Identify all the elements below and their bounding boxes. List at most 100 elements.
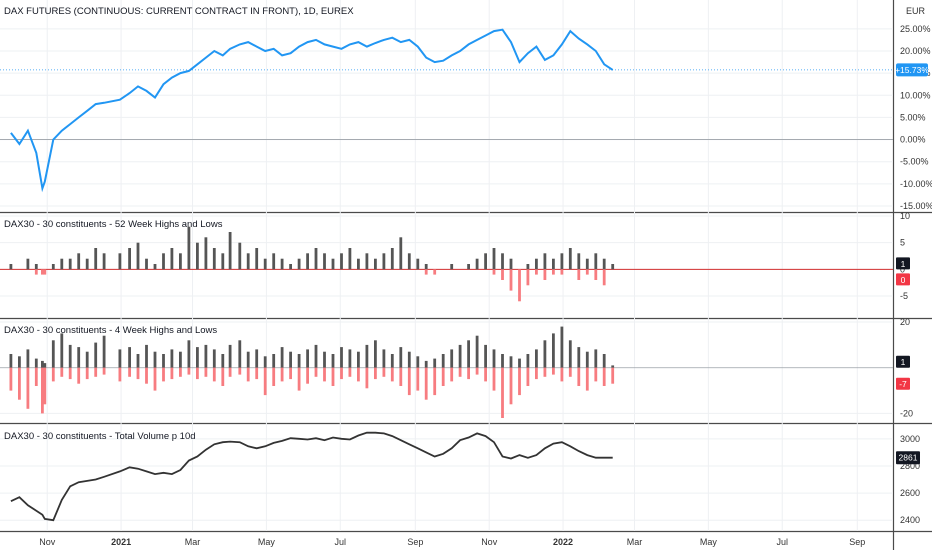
high-bar[interactable] bbox=[535, 349, 538, 368]
low-bar[interactable] bbox=[594, 269, 598, 280]
high-bar[interactable] bbox=[365, 344, 369, 368]
high-bar[interactable] bbox=[518, 358, 521, 368]
low-bar[interactable] bbox=[526, 367, 530, 386]
high-bar[interactable] bbox=[118, 349, 122, 368]
high-bar[interactable] bbox=[43, 363, 47, 368]
high-bar[interactable] bbox=[85, 258, 89, 270]
high-bar[interactable] bbox=[118, 253, 122, 270]
low-bar[interactable] bbox=[577, 269, 581, 280]
high-bar[interactable] bbox=[552, 333, 555, 368]
high-bar[interactable] bbox=[228, 232, 232, 270]
high-bar[interactable] bbox=[204, 237, 208, 270]
low-bar[interactable] bbox=[289, 367, 292, 380]
high-bar[interactable] bbox=[212, 248, 216, 270]
high-bar[interactable] bbox=[289, 351, 292, 368]
high-bar[interactable] bbox=[526, 354, 530, 368]
low-bar[interactable] bbox=[238, 367, 242, 375]
low-bar[interactable] bbox=[357, 367, 360, 382]
high-bar[interactable] bbox=[306, 349, 309, 368]
currency-label[interactable]: EUR bbox=[906, 6, 926, 16]
high-bar[interactable] bbox=[196, 242, 199, 270]
high-bar[interactable] bbox=[331, 258, 335, 270]
high-bar[interactable] bbox=[228, 344, 232, 368]
low-bar[interactable] bbox=[535, 269, 538, 275]
low-bar[interactable] bbox=[263, 367, 267, 396]
low-bar[interactable] bbox=[18, 367, 21, 400]
high-bar[interactable] bbox=[179, 253, 182, 270]
high-bar[interactable] bbox=[441, 354, 445, 368]
low-bar[interactable] bbox=[179, 367, 182, 377]
high-bar[interactable] bbox=[560, 326, 564, 368]
high-bar[interactable] bbox=[585, 258, 589, 270]
low-bar[interactable] bbox=[41, 367, 44, 414]
high-bar[interactable] bbox=[450, 349, 454, 368]
high-bar[interactable] bbox=[611, 365, 615, 368]
high-bar[interactable] bbox=[602, 258, 606, 270]
high-bar[interactable] bbox=[501, 354, 504, 368]
high-bar[interactable] bbox=[280, 347, 284, 368]
high-bar[interactable] bbox=[263, 356, 267, 368]
high-bar[interactable] bbox=[543, 253, 547, 270]
high-bar[interactable] bbox=[535, 258, 538, 270]
low-bar[interactable] bbox=[221, 367, 225, 386]
low-bar[interactable] bbox=[26, 367, 30, 409]
high-bar[interactable] bbox=[280, 258, 284, 270]
low-bar[interactable] bbox=[585, 367, 589, 391]
high-bar[interactable] bbox=[458, 344, 462, 368]
low-bar[interactable] bbox=[450, 367, 454, 382]
high-bar[interactable] bbox=[543, 340, 547, 368]
low-bar[interactable] bbox=[43, 367, 47, 405]
high-bar[interactable] bbox=[196, 347, 199, 368]
low-bar[interactable] bbox=[433, 269, 437, 275]
high-bar[interactable] bbox=[9, 354, 13, 368]
low-bar[interactable] bbox=[501, 367, 504, 418]
low-bar[interactable] bbox=[170, 367, 174, 380]
high-bar[interactable] bbox=[314, 248, 318, 270]
low-bar[interactable] bbox=[492, 269, 496, 275]
high-bar[interactable] bbox=[94, 342, 98, 368]
high-bar[interactable] bbox=[246, 253, 250, 270]
high-bar[interactable] bbox=[475, 258, 479, 270]
low-bar[interactable] bbox=[348, 367, 352, 377]
low-bar[interactable] bbox=[340, 367, 343, 380]
high-bar[interactable] bbox=[323, 351, 326, 368]
low-bar[interactable] bbox=[85, 367, 89, 380]
low-bar[interactable] bbox=[9, 367, 13, 391]
low-bar[interactable] bbox=[196, 367, 199, 380]
low-bar[interactable] bbox=[297, 367, 301, 391]
high-bar[interactable] bbox=[204, 344, 208, 368]
high-bar[interactable] bbox=[289, 264, 292, 270]
low-bar[interactable] bbox=[34, 367, 38, 386]
highs-lows-52w-pane[interactable]: DAX30 - 30 constituents - 52 Week Highs … bbox=[0, 211, 910, 302]
high-bar[interactable] bbox=[272, 354, 276, 368]
high-bar[interactable] bbox=[26, 349, 30, 368]
high-bar[interactable] bbox=[374, 340, 377, 368]
low-bar[interactable] bbox=[162, 367, 165, 382]
high-bar[interactable] bbox=[568, 340, 572, 368]
high-bar[interactable] bbox=[77, 347, 81, 368]
high-bar[interactable] bbox=[323, 253, 326, 270]
high-bar[interactable] bbox=[484, 344, 487, 368]
highs-lows-4w-pane[interactable]: DAX30 - 30 constituents - 4 Week Highs a… bbox=[0, 317, 913, 418]
low-bar[interactable] bbox=[585, 269, 589, 275]
high-bar[interactable] bbox=[162, 253, 165, 270]
low-bar[interactable] bbox=[390, 367, 394, 382]
price-line[interactable] bbox=[10, 28, 614, 193]
low-bar[interactable] bbox=[552, 269, 555, 275]
high-bar[interactable] bbox=[568, 248, 572, 270]
low-bar[interactable] bbox=[51, 367, 55, 382]
high-bar[interactable] bbox=[9, 264, 13, 270]
high-bar[interactable] bbox=[255, 248, 259, 270]
low-bar[interactable] bbox=[577, 367, 581, 386]
high-bar[interactable] bbox=[331, 354, 335, 368]
high-bar[interactable] bbox=[85, 351, 89, 368]
low-bar[interactable] bbox=[458, 367, 462, 377]
low-bar[interactable] bbox=[501, 269, 504, 280]
time-axis[interactable]: Nov 2021 Mar May Jul Sep Nov 2022 Mar May Jul Sep bbox=[39, 537, 865, 547]
high-bar[interactable] bbox=[585, 351, 589, 368]
low-bar[interactable] bbox=[68, 367, 72, 380]
low-bar[interactable] bbox=[272, 367, 276, 386]
low-bar[interactable] bbox=[568, 367, 572, 377]
price-pane[interactable]: DAX FUTURES (CONTINUOUS: CURRENT CONTRAC… bbox=[0, 6, 932, 211]
low-bar[interactable] bbox=[374, 367, 377, 380]
